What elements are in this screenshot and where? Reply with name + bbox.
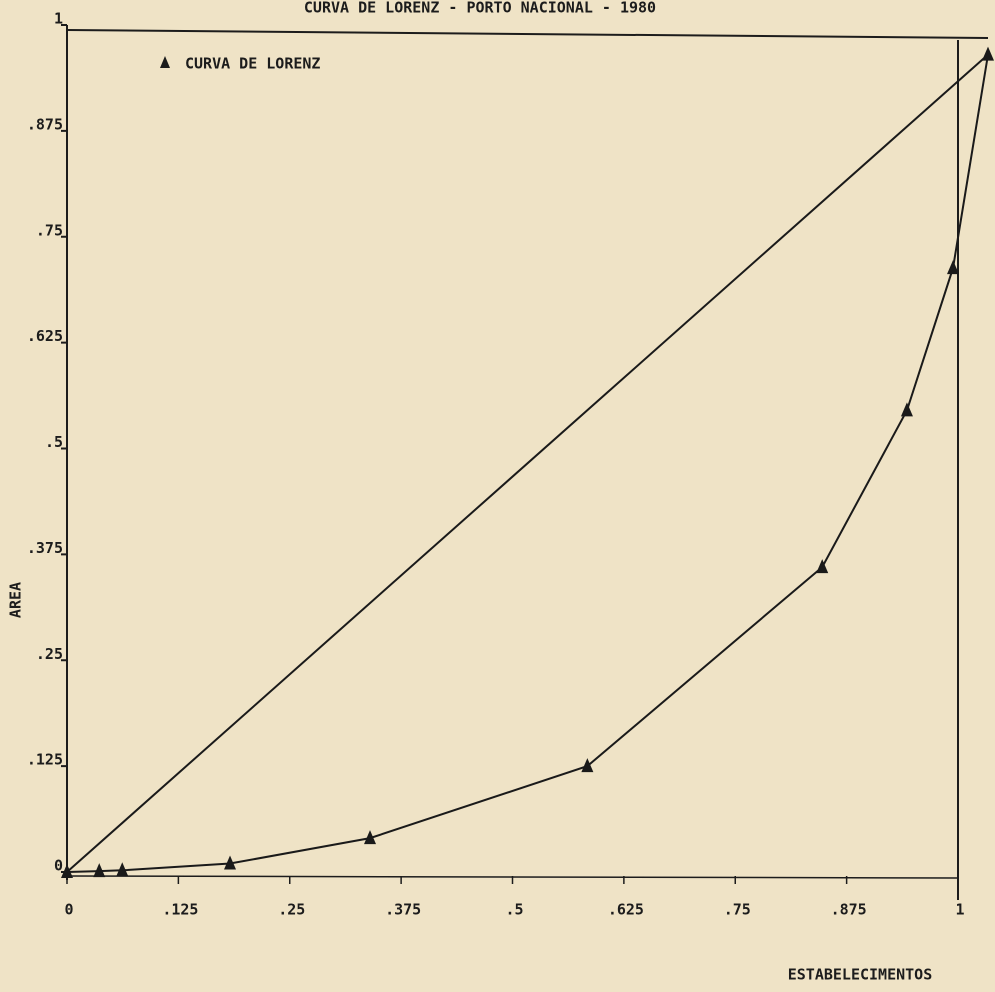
data-point — [581, 758, 594, 773]
data-point — [947, 260, 960, 275]
y-tick-label: 1 — [54, 10, 63, 28]
legend-label: CURVA DE LORENZ — [185, 55, 320, 73]
x-tick-label: .75 — [724, 901, 751, 919]
series-line — [66, 54, 989, 873]
data-point — [900, 402, 913, 417]
x-tick-label: .625 — [608, 901, 644, 919]
x-tick-label: 0 — [64, 901, 73, 919]
y-tick-label: .25 — [36, 645, 63, 663]
data-point — [224, 855, 237, 870]
x-tick-label: .5 — [505, 901, 523, 919]
y-tick-label: .5 — [45, 433, 63, 451]
y-tick-label: .625 — [27, 327, 63, 345]
x-tick-label: .25 — [278, 901, 305, 919]
x-tick-label: .875 — [831, 901, 867, 919]
top-frame — [66, 29, 989, 39]
y-tick-label: .875 — [27, 115, 63, 133]
data-point — [816, 559, 829, 574]
y-tick-label: 0 — [54, 857, 63, 875]
data-point — [93, 863, 106, 878]
chart-title: CURVA DE LORENZ - PORTO NACIONAL - 1980 — [304, 0, 656, 17]
series-line — [66, 53, 989, 873]
y-axis-label: AREA — [7, 582, 25, 618]
x-tick-label: .125 — [162, 901, 198, 919]
y-tick-label: .75 — [36, 221, 63, 239]
x-tick-label: .375 — [385, 901, 421, 919]
y-tick-label: .125 — [27, 751, 63, 769]
x-tick-label: 1 — [955, 901, 964, 919]
data-point — [116, 862, 129, 877]
y-tick-label: .375 — [27, 539, 63, 557]
legend-marker — [160, 56, 170, 68]
x-axis-label: ESTABELECIMENTOS — [788, 966, 933, 984]
data-point — [364, 830, 377, 845]
